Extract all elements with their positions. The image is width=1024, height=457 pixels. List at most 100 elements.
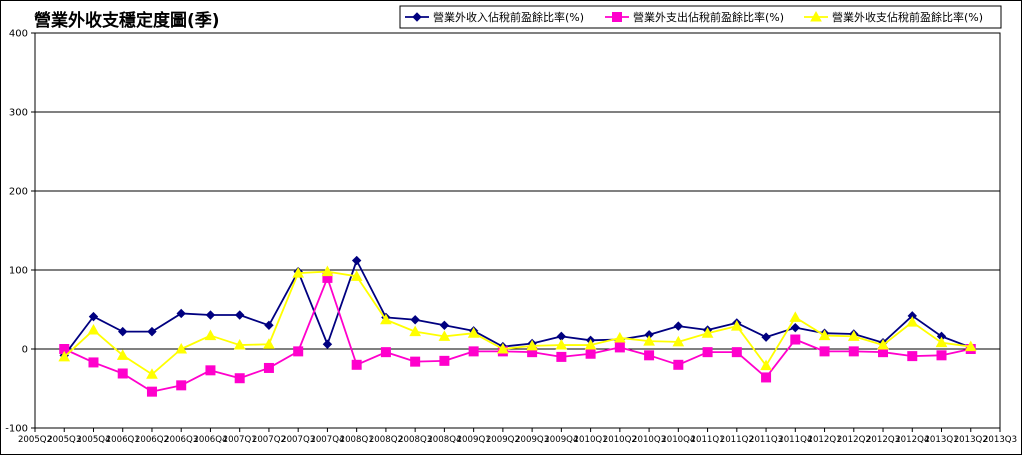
data-point-square [351,359,362,370]
x-tick-label: 2013Q2 [954,435,988,445]
data-point-diamond [673,321,684,331]
data-point-triangle [58,350,71,362]
data-point-diamond [205,310,216,320]
x-tick-label: 2011Q4 [778,435,812,445]
data-point-diamond [761,332,771,342]
data-point-square [234,373,245,384]
x-tick-label: 2006Q3 [164,435,198,445]
x-tick-label: 2013Q3 [983,435,1017,445]
data-point-triangle [116,349,129,360]
x-tick-label: 2005Q2 [18,435,52,445]
x-tick-label: 2009Q1 [457,435,491,445]
data-point-triangle [87,324,100,335]
series-lines [58,255,977,397]
x-tick-label: 2011Q1 [691,435,725,445]
data-point-triangle [467,327,480,338]
legend-marker-diamond [412,12,422,22]
data-point-diamond [88,311,99,322]
data-point-triangle [789,311,802,322]
data-point-triangle [497,342,509,354]
data-point-square [585,348,596,359]
x-tick-label: 2007Q3 [281,435,315,445]
series-3 [58,265,977,379]
data-point-diamond [234,310,245,320]
x-tick-label: 2008Q3 [398,435,432,445]
plot-border [34,32,1001,429]
data-point-diamond [118,326,128,337]
data-point-triangle [730,320,743,331]
data-point-triangle [584,339,597,350]
data-point-triangle [380,313,392,325]
x-tick-label: 2012Q3 [866,435,900,445]
data-point-triangle [350,270,363,281]
data-point-square [907,351,918,362]
data-point-square [176,380,187,391]
data-point-triangle [964,340,977,352]
x-axis-ticks: 2005Q22005Q32005Q42006Q12006Q22006Q32006… [18,428,1017,445]
data-point-square [380,347,391,358]
data-point-square [439,355,450,366]
data-point-square [614,342,625,353]
data-point-diamond [410,315,420,325]
x-tick-label: 2012Q1 [807,435,841,445]
x-tick-label: 2011Q3 [749,435,783,445]
data-point-square [117,368,128,379]
legend-label: 營業外收支佔稅前盈餘比率(%) [832,10,983,24]
data-point-triangle [526,339,538,351]
y-tick-label: 0 [22,345,28,356]
data-point-square [819,346,830,357]
x-tick-label: 2010Q4 [661,435,695,445]
chart-title: 營業外收支穩定度圖(季) [34,11,220,31]
data-point-triangle [409,325,422,337]
y-tick-label: -100 [5,424,28,435]
x-tick-label: 2009Q4 [544,435,578,445]
y-tick-label: 300 [9,108,28,119]
data-point-triangle [847,330,860,341]
data-point-triangle [643,335,655,346]
x-tick-label: 2006Q2 [135,435,169,445]
x-tick-label: 2009Q2 [486,435,520,445]
data-point-triangle [146,368,158,379]
data-point-square [702,347,713,358]
x-tick-label: 2005Q3 [47,435,81,445]
data-point-square [731,347,742,358]
x-tick-label: 2007Q2 [252,435,286,445]
series-line [63,270,971,376]
legend: 營業外收入佔稅前盈餘比率(%) 營業外支出佔稅前盈餘比率(%) 營業外收支佔稅前盈餘… [399,5,1002,29]
data-point-square [293,346,304,357]
data-point-diamond [322,339,333,349]
y-tick-label: 400 [9,29,28,40]
data-point-square [761,372,772,383]
data-point-triangle [672,335,685,347]
data-point-triangle [555,339,568,350]
y-axis-ticks: -100 0 100 200 300 400 [5,29,35,435]
data-point-triangle [760,359,772,371]
data-point-triangle [701,327,714,338]
x-tick-label: 2008Q4 [427,435,461,445]
x-tick-label: 2009Q3 [515,435,549,445]
x-tick-label: 2010Q3 [632,435,666,445]
legend-label: 營業外支出佔稅前盈餘比率(%) [633,10,784,24]
x-tick-label: 2007Q4 [310,435,344,445]
data-point-square [644,350,655,361]
data-point-triangle [438,330,451,341]
x-tick-label: 2006Q1 [106,435,140,445]
x-tick-label: 2005Q4 [76,435,110,445]
x-tick-label: 2007Q1 [223,435,257,445]
data-point-square [263,362,274,373]
data-point-diamond [439,320,450,331]
gridlines [35,111,1000,350]
legend-marker-triangle [810,10,822,22]
data-point-diamond [264,320,274,331]
x-tick-label: 2011Q2 [720,435,754,445]
data-point-square [790,334,801,345]
data-point-triangle [613,331,626,343]
series-2 [59,272,976,397]
data-point-triangle [877,339,889,350]
data-point-triangle [233,339,246,350]
data-point-square [88,357,99,368]
data-point-triangle [175,342,188,354]
x-tick-label: 2010Q2 [603,435,637,445]
x-tick-label: 2008Q1 [340,435,374,445]
